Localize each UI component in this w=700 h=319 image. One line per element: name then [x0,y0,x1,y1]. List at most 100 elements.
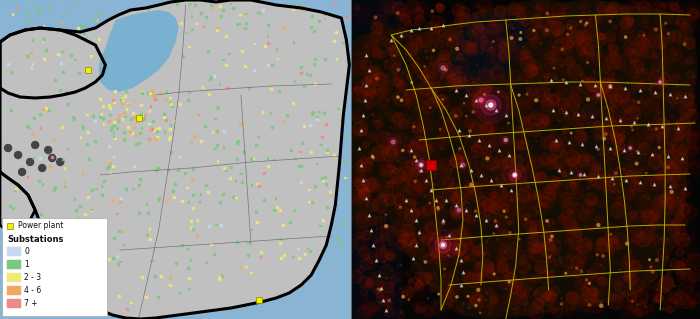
Bar [309,250,311,252]
Bar [27,55,28,56]
Bar [7,247,21,256]
Bar [122,243,124,245]
Circle shape [566,158,570,163]
Circle shape [463,245,479,261]
Circle shape [592,51,606,66]
Circle shape [596,2,606,11]
Circle shape [658,14,659,16]
Circle shape [544,57,560,73]
Bar [152,93,154,94]
Circle shape [620,197,621,199]
Circle shape [449,123,460,134]
Bar [130,118,132,120]
Circle shape [402,72,403,74]
Bar [125,90,127,92]
Circle shape [539,271,553,285]
Circle shape [451,169,452,170]
Circle shape [540,192,556,208]
Circle shape [636,162,638,165]
Circle shape [538,117,547,127]
Bar [276,206,278,208]
Bar [298,3,300,5]
Circle shape [393,193,405,206]
Circle shape [519,185,533,199]
Bar [94,188,97,189]
Circle shape [545,54,546,55]
Circle shape [588,64,593,69]
Circle shape [508,280,510,283]
Circle shape [661,24,664,28]
Bar [49,11,51,12]
Circle shape [361,230,370,239]
Circle shape [398,112,410,124]
Bar [309,74,311,76]
Bar [255,144,257,146]
Bar [133,127,134,129]
Bar [43,26,44,27]
Circle shape [679,204,690,215]
Circle shape [586,279,587,281]
Circle shape [493,233,495,234]
Bar [294,158,296,160]
Circle shape [648,233,657,241]
Circle shape [559,47,565,53]
Circle shape [540,197,550,206]
Circle shape [501,75,512,85]
Circle shape [501,181,508,187]
Circle shape [508,48,522,62]
Circle shape [538,92,551,106]
Circle shape [608,79,617,89]
Circle shape [543,254,553,263]
Circle shape [433,258,438,263]
Circle shape [411,155,431,175]
Circle shape [528,88,540,100]
Circle shape [648,70,664,86]
Circle shape [431,97,437,103]
Circle shape [352,170,364,182]
Bar [153,96,155,97]
Circle shape [412,303,421,312]
Circle shape [578,105,579,106]
Circle shape [510,232,517,239]
Circle shape [603,307,604,308]
Circle shape [19,168,26,175]
Bar [283,121,284,123]
Circle shape [490,66,505,80]
Circle shape [529,234,542,247]
Circle shape [505,264,514,272]
Circle shape [668,76,674,81]
Bar [141,114,143,116]
Bar [132,113,134,114]
Circle shape [646,1,659,14]
Circle shape [536,124,538,126]
Bar [335,58,337,60]
Circle shape [641,210,657,225]
Circle shape [480,70,494,85]
Circle shape [442,63,456,77]
Circle shape [442,272,453,284]
Circle shape [515,307,521,313]
Circle shape [510,193,520,202]
Circle shape [542,239,554,251]
Circle shape [554,78,556,79]
Circle shape [385,214,386,215]
Circle shape [428,72,438,83]
Circle shape [496,230,510,244]
Bar [119,201,120,203]
Bar [114,138,116,139]
Circle shape [517,16,519,17]
Circle shape [489,297,497,304]
Circle shape [366,105,371,110]
Circle shape [489,103,493,107]
Circle shape [566,309,571,315]
Circle shape [524,221,537,234]
Circle shape [505,216,508,218]
Bar [223,130,225,132]
Circle shape [455,13,470,27]
Circle shape [470,297,475,303]
Circle shape [440,235,452,247]
Circle shape [673,262,686,274]
Circle shape [454,238,463,247]
Circle shape [673,184,687,197]
Circle shape [470,183,473,186]
